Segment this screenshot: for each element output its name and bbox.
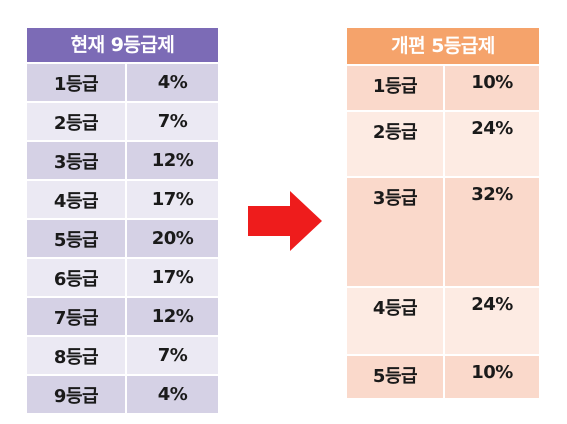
- grade-percent: 12%: [127, 142, 218, 179]
- grade-percent: 24%: [445, 288, 539, 354]
- table-row: 4등급 24%: [347, 286, 539, 354]
- grade-percent: 4%: [127, 376, 218, 413]
- grade-percent: 24%: [445, 112, 539, 176]
- table-row: 3등급 32%: [347, 176, 539, 286]
- table-row: 7등급 12%: [27, 296, 218, 335]
- table-row: 2등급 24%: [347, 110, 539, 176]
- table-row: 8등급 7%: [27, 335, 218, 374]
- current-9-grade-title: 현재 9등급제: [27, 28, 218, 62]
- grade-label: 4등급: [347, 288, 445, 354]
- table-row: 2등급 7%: [27, 101, 218, 140]
- grade-percent: 10%: [445, 356, 539, 398]
- grade-label: 5등급: [347, 356, 445, 398]
- table-row: 9등급 4%: [27, 374, 218, 413]
- grade-percent: 7%: [127, 337, 218, 374]
- grade-label: 6등급: [27, 259, 127, 296]
- revised-5-grade-table: 개편 5등급제 1등급 10% 2등급 24% 3등급 32% 4등급 24% …: [347, 28, 539, 398]
- grade-label: 5등급: [27, 220, 127, 257]
- grade-label: 1등급: [27, 64, 127, 101]
- table-row: 5등급 10%: [347, 354, 539, 398]
- table-row: 1등급 10%: [347, 64, 539, 110]
- revised-5-grade-title: 개편 5등급제: [347, 28, 539, 64]
- grade-percent: 12%: [127, 298, 218, 335]
- grade-label: 8등급: [27, 337, 127, 374]
- table-row: 3등급 12%: [27, 140, 218, 179]
- grade-percent: 17%: [127, 181, 218, 218]
- grade-label: 2등급: [27, 103, 127, 140]
- grade-percent: 4%: [127, 64, 218, 101]
- grade-label: 9등급: [27, 376, 127, 413]
- current-9-grade-table: 현재 9등급제 1등급 4% 2등급 7% 3등급 12% 4등급 17% 5등…: [27, 28, 218, 413]
- table-row: 1등급 4%: [27, 62, 218, 101]
- grade-label: 1등급: [347, 66, 445, 110]
- grade-label: 2등급: [347, 112, 445, 176]
- table-row: 4등급 17%: [27, 179, 218, 218]
- grade-percent: 20%: [127, 220, 218, 257]
- grade-percent: 32%: [445, 178, 539, 286]
- table-row: 5등급 20%: [27, 218, 218, 257]
- table-row: 6등급 17%: [27, 257, 218, 296]
- grade-label: 3등급: [27, 142, 127, 179]
- grade-percent: 17%: [127, 259, 218, 296]
- grade-label: 7등급: [27, 298, 127, 335]
- grade-label: 3등급: [347, 178, 445, 286]
- right-arrow-icon: [248, 191, 322, 251]
- grade-percent: 10%: [445, 66, 539, 110]
- grade-percent: 7%: [127, 103, 218, 140]
- grade-label: 4등급: [27, 181, 127, 218]
